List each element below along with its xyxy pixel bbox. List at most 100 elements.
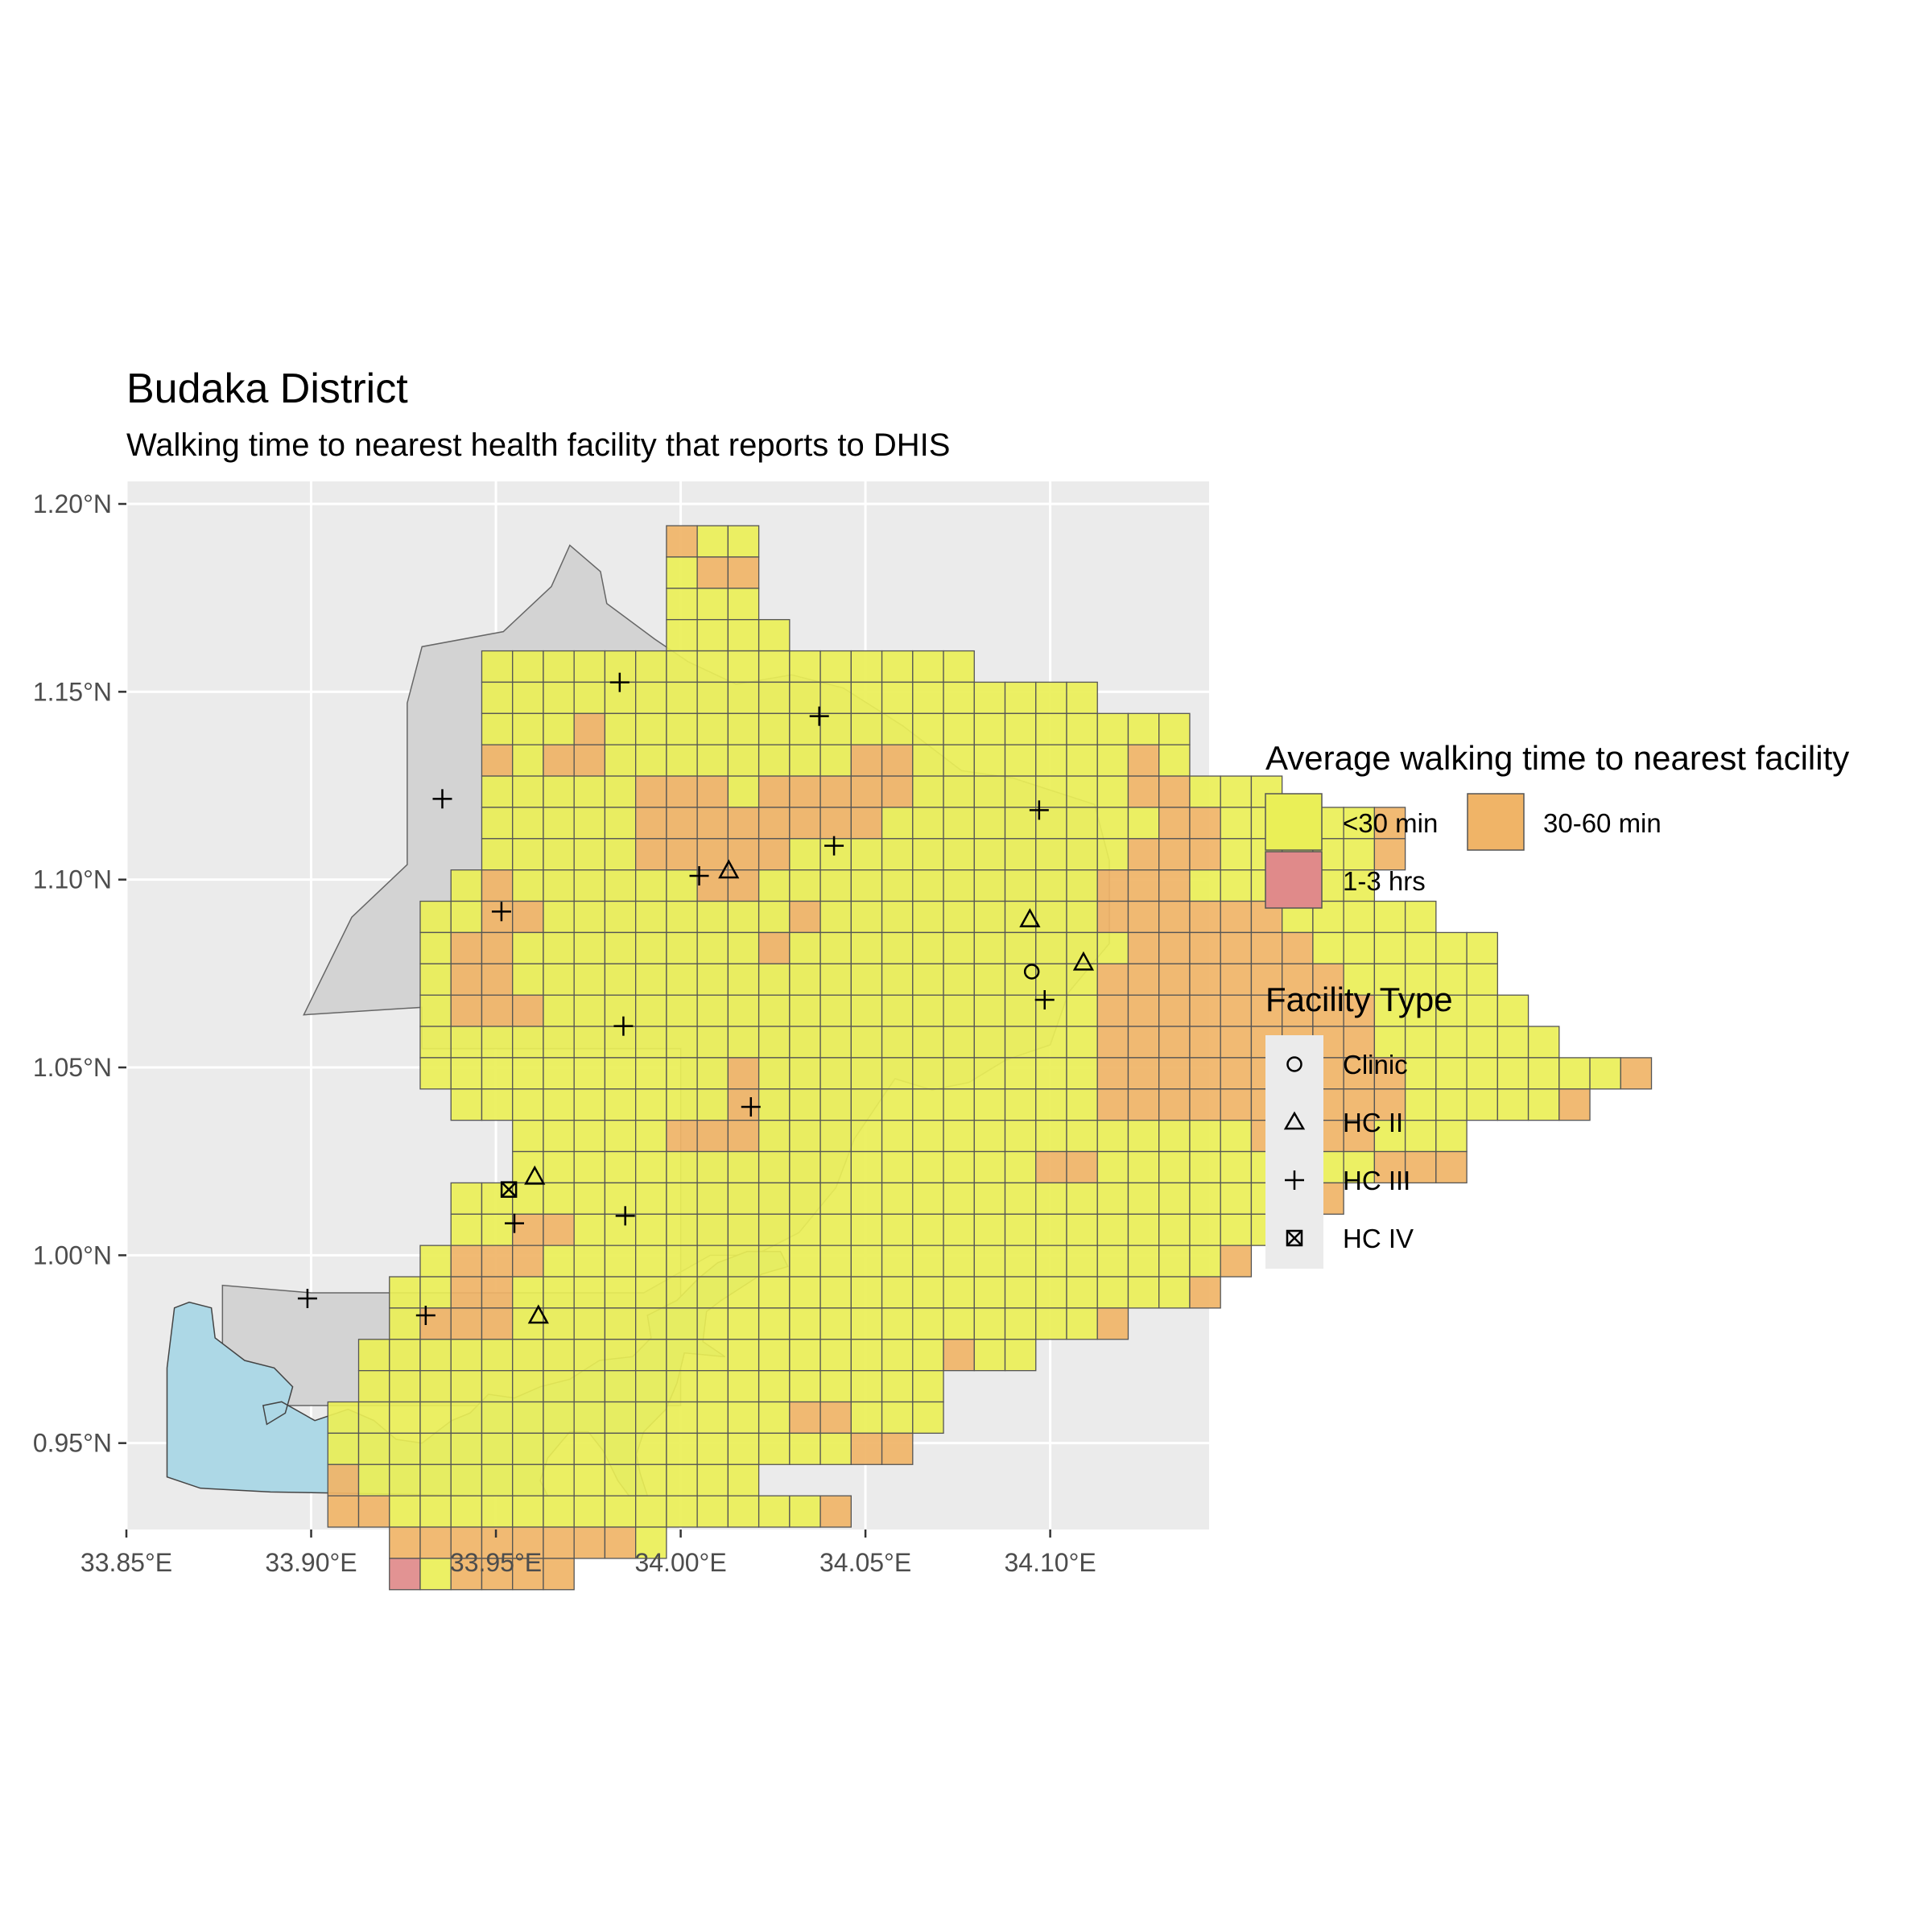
grid-cell (850, 1150, 883, 1184)
grid-cell (758, 1339, 791, 1372)
grid-cell (1435, 1150, 1468, 1184)
grid-cell (696, 838, 729, 871)
grid-cell (1004, 931, 1037, 964)
grid-cell (973, 900, 1006, 934)
grid-cell (912, 1057, 944, 1090)
grid-cell (481, 1057, 514, 1090)
grid-cell (1220, 869, 1253, 902)
grid-cell (1004, 963, 1037, 996)
grid-cell (1096, 838, 1129, 871)
grid-cell (635, 1057, 667, 1090)
grid-cell (573, 931, 606, 964)
grid-cell (1158, 900, 1191, 934)
grid-cell (819, 994, 852, 1027)
grid-cell (789, 775, 821, 808)
grid-cell (512, 838, 544, 871)
grid-cell (481, 1026, 514, 1059)
grid-cell (573, 1432, 606, 1465)
grid-cell (666, 681, 698, 714)
grid-cell (943, 1213, 975, 1246)
grid-cell (604, 869, 637, 902)
grid-cell (758, 1213, 791, 1246)
grid-cell (1435, 994, 1468, 1027)
grid-cell (727, 712, 760, 745)
grid-cell (512, 1245, 544, 1278)
grid-cell (666, 1026, 698, 1059)
grid-cell (543, 1463, 575, 1496)
grid-cell (819, 963, 852, 996)
hc3-marker (491, 902, 511, 922)
grid-cell (696, 1495, 729, 1528)
hc3-marker (615, 1206, 635, 1226)
grid-cell (419, 1276, 452, 1309)
grid-cell (881, 775, 914, 808)
grid-cell (604, 1150, 637, 1184)
grid-cell (789, 1088, 821, 1121)
grid-cell (789, 1150, 821, 1184)
grid-cell (1620, 1057, 1653, 1090)
grid-cell (1189, 1245, 1221, 1278)
grid-cell (450, 1495, 483, 1528)
grid-cell (943, 1057, 975, 1090)
grid-cell (1220, 931, 1253, 964)
grid-cell (973, 1026, 1006, 1059)
legend-label-hc4: HC IV (1343, 1224, 1414, 1253)
grid-cell (1158, 869, 1191, 902)
grid-cell (604, 1463, 637, 1496)
grid-cell (1189, 1057, 1221, 1090)
grid-cell (789, 1495, 821, 1528)
grid-cell (696, 994, 729, 1027)
grid-cell (881, 650, 914, 683)
grid-cell (973, 869, 1006, 902)
grid-cell (1189, 775, 1221, 808)
grid-cell (419, 994, 452, 1027)
grid-cell (1343, 807, 1376, 840)
grid-cell (666, 1182, 698, 1215)
grid-cell (512, 869, 544, 902)
grid-cell (789, 900, 821, 934)
grid-cell (912, 1401, 944, 1435)
grid-cell (1496, 1088, 1530, 1121)
grid-cell (1189, 1026, 1221, 1059)
grid-cell (1282, 931, 1314, 964)
y-tick-label: 0.95°N (33, 1429, 112, 1458)
grid-cell (1496, 1026, 1530, 1059)
grid-cell (666, 619, 698, 652)
grid-cell (696, 931, 729, 964)
grid-cell (450, 994, 483, 1027)
grid-cell (666, 931, 698, 964)
grid-cell (819, 1213, 852, 1246)
x-tick-label: 33.85°E (80, 1548, 172, 1577)
grid-cell (1404, 931, 1437, 964)
grid-cell (850, 681, 883, 714)
grid-cell (1035, 963, 1067, 996)
grid-cell (543, 869, 575, 902)
grid-cell (789, 807, 821, 840)
grid-cell (512, 1401, 544, 1435)
grid-cell (1004, 1120, 1037, 1153)
grid-cell (727, 1150, 760, 1184)
x-tick-label: 34.10°E (1005, 1548, 1096, 1577)
grid-cell (573, 1401, 606, 1435)
grid-cell (881, 807, 914, 840)
grid-cell (604, 1307, 637, 1340)
grid-cell (881, 838, 914, 871)
grid-cell (450, 1369, 483, 1403)
grid-cell (1066, 775, 1098, 808)
grid-cell (881, 1401, 914, 1435)
grid-cell (1373, 1120, 1406, 1153)
grid-cell (943, 775, 975, 808)
grid-cell (973, 1339, 1006, 1372)
grid-cell (1096, 1245, 1129, 1278)
fill-legend-title: Average walking time to nearest facility (1265, 739, 1849, 777)
grid-cell (512, 1026, 544, 1059)
grid-cell (850, 1245, 883, 1278)
grid-cell (850, 1120, 883, 1153)
grid-cell (850, 869, 883, 902)
grid-cell (1282, 963, 1314, 996)
grid-cell (543, 1401, 575, 1435)
grid-cell (696, 1182, 729, 1215)
grid-cell (481, 1088, 514, 1121)
grid-cell (573, 681, 606, 714)
grid-cell (1066, 1150, 1098, 1184)
